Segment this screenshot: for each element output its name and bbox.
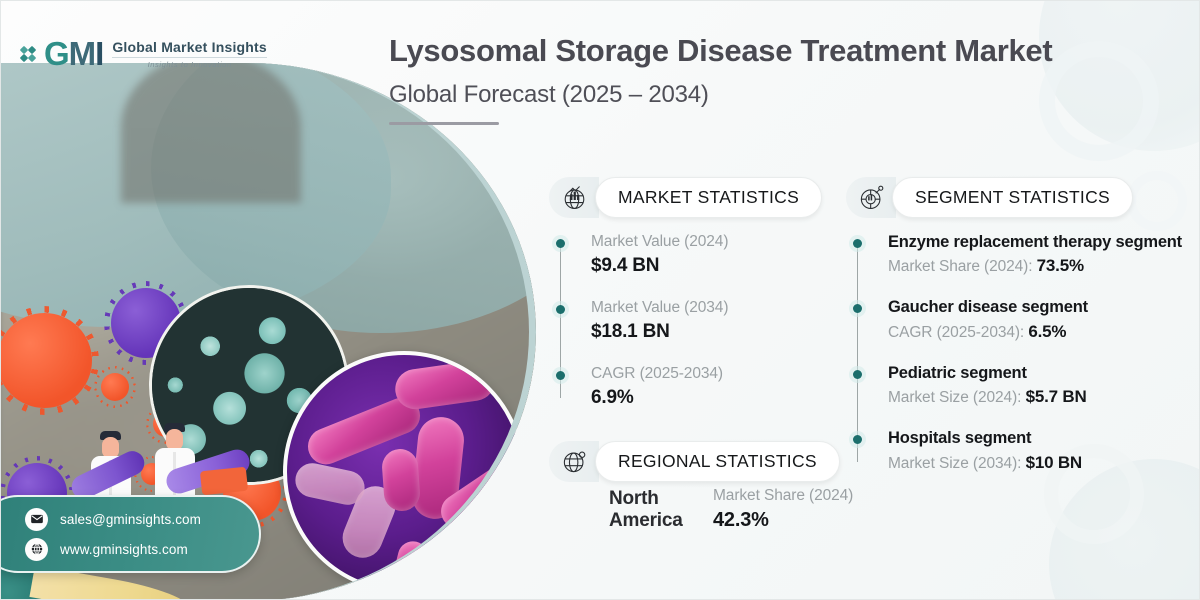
bacteria-rod bbox=[380, 447, 422, 513]
stat-label: CAGR (2025-2034) bbox=[591, 364, 723, 382]
list-item: Market Value (2024) $9.4 BN bbox=[556, 232, 849, 277]
market-statistics-list: Market Value (2024) $9.4 BN Market Value… bbox=[549, 232, 849, 409]
list-item: Gaucher disease segment CAGR (2025-2034)… bbox=[853, 297, 1191, 342]
globe-pin-icon bbox=[549, 441, 599, 482]
stat-value: $9.4 BN bbox=[591, 254, 660, 276]
stat-value: $10 BN bbox=[1025, 452, 1083, 472]
globe-icon bbox=[25, 537, 48, 561]
segment-name: Enzyme replacement therapy segment bbox=[888, 233, 1182, 251]
market-statistics-header: MARKET STATISTICS bbox=[549, 177, 849, 218]
header-block: Lysosomal Storage Disease Treatment Mark… bbox=[389, 33, 1149, 125]
diamond-marks-icon bbox=[19, 45, 37, 62]
contact-email-row[interactable]: sales@gminsights.com bbox=[25, 507, 259, 531]
brand-tagline: Insights to Innovation bbox=[112, 56, 267, 69]
segment-metric: Market Size (2024): $5.7 BN bbox=[888, 387, 1191, 407]
bacteria-microscopy-image bbox=[283, 351, 525, 593]
region-metric: Market Share (2024) 42.3% bbox=[713, 486, 853, 532]
scientist-hair bbox=[100, 431, 121, 440]
bullet-dot-icon bbox=[853, 304, 862, 314]
segment-statistics-title: SEGMENT STATISTICS bbox=[892, 177, 1134, 218]
bullet-dot-icon bbox=[853, 239, 862, 248]
list-item: CAGR (2025-2034) 6.9% bbox=[556, 364, 849, 409]
bullet-dot-icon bbox=[853, 369, 862, 379]
list-item: Pediatric segment Market Size (2024): $5… bbox=[853, 363, 1191, 407]
segment-name: Gaucher disease segment bbox=[888, 298, 1088, 317]
orange-block-prop bbox=[199, 466, 249, 496]
region-name: North America bbox=[609, 488, 683, 532]
segment-metric: Market Share (2024): 73.5% bbox=[888, 256, 1191, 276]
stat-label: Market Share (2024): bbox=[888, 258, 1037, 276]
regional-statistics-title: REGIONAL STATISTICS bbox=[595, 441, 840, 482]
virus-particle-icon bbox=[1, 313, 92, 408]
brand-name: Global Market Insights bbox=[112, 38, 267, 55]
stat-label: Market Size (2034): bbox=[888, 454, 1026, 472]
list-item: Enzyme replacement therapy segment Marke… bbox=[853, 232, 1191, 276]
bullet-dot-icon bbox=[556, 304, 565, 314]
market-statistics-title: MARKET STATISTICS bbox=[595, 177, 823, 218]
timeline-rail bbox=[857, 241, 858, 462]
bullet-dot-icon bbox=[556, 370, 565, 380]
stat-value: $18.1 BN bbox=[591, 320, 670, 342]
list-item: Hospitals segment Market Size (2034): $1… bbox=[853, 428, 1191, 473]
segment-metric: Market Size (2034): $10 BN bbox=[888, 453, 1191, 473]
stat-label: Market Value (2024) bbox=[591, 233, 729, 250]
brand-logo[interactable]: GMI Global Market Insights Insights to I… bbox=[19, 35, 267, 72]
segment-name: Hospitals segment bbox=[888, 429, 1032, 448]
virus-particle-icon bbox=[101, 373, 129, 401]
scientist-head bbox=[102, 437, 119, 458]
title-underline bbox=[389, 121, 499, 125]
stat-label: Market Size (2024): bbox=[888, 389, 1026, 407]
stat-value: 42.3% bbox=[713, 508, 769, 531]
stat-value: 6.9% bbox=[591, 386, 634, 408]
stat-value: 73.5% bbox=[1036, 256, 1084, 276]
market-statistics-section: MARKET STATISTICS Market Value (2024) $9… bbox=[549, 177, 849, 409]
bullet-dot-icon bbox=[556, 239, 565, 248]
bacteria-rod bbox=[388, 538, 432, 589]
page-subtitle: Global Forecast (2025 – 2034) bbox=[389, 80, 709, 108]
contact-website-row[interactable]: www.gminsights.com bbox=[25, 537, 259, 561]
regional-statistics-header: REGIONAL STATISTICS bbox=[549, 441, 879, 482]
bacteria-rod bbox=[292, 460, 368, 508]
contact-website: www.gminsights.com bbox=[60, 541, 188, 557]
envelope-icon bbox=[25, 507, 48, 531]
bacteria-rod bbox=[392, 358, 498, 412]
brand-wordmark: Global Market Insights Insights to Innov… bbox=[112, 39, 267, 69]
stat-label: Market Value (2034) bbox=[591, 298, 729, 316]
globe-bar-chart-icon bbox=[549, 177, 599, 218]
scientist-hair bbox=[164, 423, 185, 432]
regional-statistics-section: REGIONAL STATISTICS North America Market… bbox=[549, 441, 879, 532]
segment-statistics-list: Enzyme replacement therapy segment Marke… bbox=[846, 232, 1191, 473]
decorative-circle bbox=[1049, 459, 1199, 599]
stat-value: $5.7 BN bbox=[1025, 387, 1087, 407]
regional-statistics-row: North America Market Share (2024) 42.3% bbox=[549, 486, 879, 532]
dark-shadow-shape bbox=[121, 63, 301, 203]
page-title: Lysosomal Storage Disease Treatment Mark… bbox=[389, 33, 1053, 68]
bullet-dot-icon bbox=[853, 435, 862, 445]
segment-statistics-section: SEGMENT STATISTICS Enzyme replacement th… bbox=[846, 177, 1191, 473]
segment-statistics-header: SEGMENT STATISTICS bbox=[846, 177, 1191, 218]
stat-label: Market Share (2024) bbox=[713, 487, 854, 504]
segment-metric: CAGR (2025-2034): 6.5% bbox=[888, 322, 1191, 342]
scientist-head bbox=[166, 429, 183, 450]
gmi-monogram: GMI bbox=[44, 35, 104, 72]
list-item: Market Value (2034) $18.1 BN bbox=[556, 298, 849, 343]
contact-card: sales@gminsights.com www.gminsights.com bbox=[1, 495, 261, 573]
contact-email: sales@gminsights.com bbox=[60, 511, 202, 527]
stat-value: 6.5% bbox=[1028, 321, 1067, 341]
donut-chart-arrow-icon bbox=[846, 177, 896, 218]
segment-name: Pediatric segment bbox=[888, 363, 1027, 382]
timeline-rail bbox=[560, 241, 561, 398]
stat-label: CAGR (2025-2034): bbox=[888, 323, 1029, 341]
